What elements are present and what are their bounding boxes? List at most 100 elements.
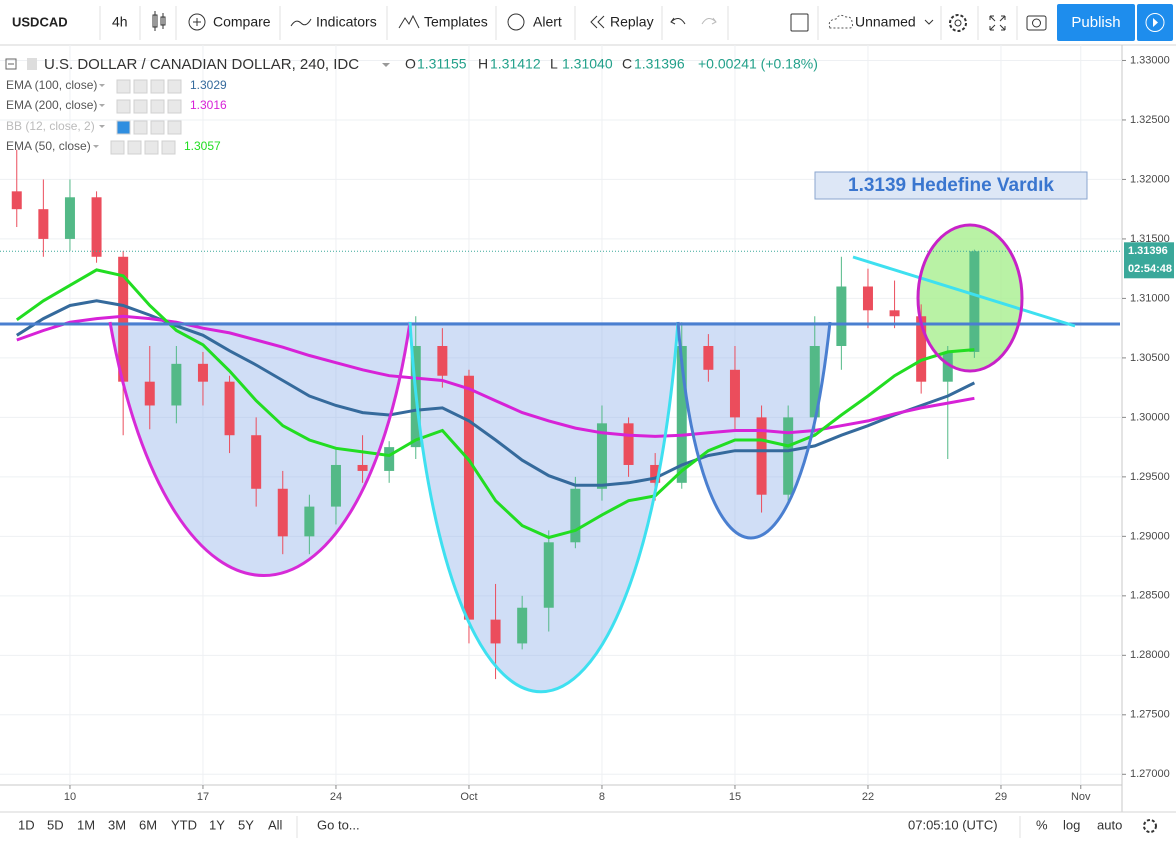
- range-button[interactable]: 3M: [108, 817, 126, 832]
- ohlc-value: 1.31040: [562, 56, 613, 72]
- compare-button[interactable]: Compare: [213, 14, 271, 30]
- collapse-box[interactable]: [5, 58, 17, 70]
- compare-icon[interactable]: [188, 13, 206, 31]
- indicator-control[interactable]: [116, 99, 131, 114]
- ohlc-value: 1.31155: [417, 56, 467, 72]
- last-price-badge: [1124, 242, 1174, 279]
- percent-toggle[interactable]: %: [1036, 817, 1048, 832]
- range-button[interactable]: YTD: [171, 817, 197, 832]
- candle-body: [862, 286, 873, 311]
- indicator-name: EMA (100, close): [6, 78, 97, 92]
- indicator-control[interactable]: [133, 120, 148, 135]
- axis-settings[interactable]: [1143, 819, 1157, 833]
- y-tick-label: 1.27500: [1130, 709, 1170, 721]
- y-tick-label: 1.30000: [1130, 411, 1170, 423]
- candle-body: [437, 345, 448, 376]
- alert-icon[interactable]: [507, 13, 525, 31]
- cloud-icon[interactable]: [828, 14, 854, 29]
- indicator-chevron[interactable]: [99, 84, 105, 87]
- snapshot-button[interactable]: [1032, 18, 1041, 28]
- settings-button[interactable]: [954, 19, 962, 27]
- candle-body: [277, 488, 288, 537]
- range-button[interactable]: 5Y: [238, 817, 254, 832]
- candle-body: [64, 197, 75, 239]
- panel-toggle-icon[interactable]: [1153, 18, 1158, 27]
- indicator-chevron[interactable]: [99, 104, 105, 107]
- indicator-control[interactable]: [167, 99, 182, 114]
- range-button[interactable]: 1M: [77, 817, 95, 832]
- candle-body: [703, 345, 714, 370]
- flag-icon: [27, 58, 37, 70]
- candle-body: [384, 447, 395, 471]
- panel-toggle-icon[interactable]: [1145, 13, 1165, 32]
- alert-button[interactable]: Alert: [533, 14, 562, 30]
- layout-name[interactable]: Unnamed: [855, 14, 916, 30]
- indicator-control[interactable]: [144, 140, 159, 155]
- indicator-control[interactable]: [150, 79, 165, 94]
- indicator-name: BB (12, close, 2): [6, 119, 95, 133]
- settings-button[interactable]: [949, 14, 967, 32]
- indicator-control[interactable]: [133, 79, 148, 94]
- fullscreen-button[interactable]: [989, 15, 1006, 31]
- replay-button[interactable]: Replay: [610, 14, 654, 30]
- range-button[interactable]: 1D: [18, 817, 35, 832]
- candle-body: [330, 464, 341, 507]
- annotation: 1.3139 Hedefine Vardık: [848, 175, 1054, 196]
- select-button[interactable]: [790, 13, 809, 32]
- indicator-chevron[interactable]: [99, 125, 105, 128]
- ohlc-key: H: [478, 56, 488, 72]
- indicator-control[interactable]: [133, 99, 148, 114]
- target-circle: [916, 223, 1024, 373]
- layout-chevron[interactable]: [924, 19, 934, 25]
- cup-curve: [108, 321, 412, 577]
- interval[interactable]: 4h: [112, 14, 128, 30]
- ema-line: [16, 314, 975, 438]
- indicator-control[interactable]: [167, 120, 182, 135]
- indicator-control[interactable]: [167, 79, 182, 94]
- publish-button[interactable]: [1057, 4, 1135, 41]
- range-button[interactable]: 5D: [47, 817, 64, 832]
- redo-button[interactable]: [701, 17, 717, 25]
- candle-body: [118, 256, 129, 382]
- range-button[interactable]: All: [268, 817, 283, 832]
- goto-button[interactable]: Go to...: [317, 817, 360, 832]
- range-button[interactable]: 6M: [139, 817, 157, 832]
- drawings: [0, 223, 1120, 693]
- indicator-control[interactable]: [161, 140, 176, 155]
- ohlc-key: L: [550, 56, 558, 72]
- indicator-control[interactable]: [110, 140, 125, 155]
- candle-body: [756, 417, 767, 495]
- y-tick-label: 1.29000: [1130, 530, 1170, 542]
- y-tick-label: 1.28500: [1130, 590, 1170, 602]
- indicator-control[interactable]: [150, 99, 165, 114]
- publish-label[interactable]: Publish: [1071, 14, 1120, 31]
- templates-button[interactable]: Templates: [424, 14, 488, 30]
- log-toggle[interactable]: log: [1063, 817, 1080, 832]
- snapshot-button[interactable]: [1026, 15, 1047, 31]
- y-tick-label: 1.31000: [1130, 292, 1170, 304]
- indicator-control[interactable]: [150, 120, 165, 135]
- x-tick-label: 22: [862, 791, 874, 803]
- plot: [0, 149, 1122, 680]
- candle-body: [490, 619, 501, 644]
- candle-body: [224, 381, 235, 436]
- indicator-control[interactable]: [116, 79, 131, 94]
- templates-icon[interactable]: [398, 14, 420, 29]
- chart-style-icon[interactable]: [152, 11, 166, 31]
- candle-body: [809, 345, 820, 418]
- indicator-chevron[interactable]: [93, 145, 99, 148]
- indicators-button[interactable]: Indicators: [316, 14, 377, 30]
- indicator-control[interactable]: [127, 140, 142, 155]
- candle-body: [969, 251, 980, 352]
- compare-icon[interactable]: [193, 18, 201, 26]
- legend-chevron[interactable]: [382, 63, 390, 67]
- indicators-icon[interactable]: [290, 18, 312, 27]
- range-button[interactable]: 1Y: [209, 817, 225, 832]
- auto-toggle[interactable]: auto: [1097, 817, 1122, 832]
- change: +0.00241 (+0.18%): [698, 56, 818, 72]
- indicator-value: 1.3029: [190, 78, 227, 92]
- symbol[interactable]: USDCAD: [12, 14, 68, 29]
- replay-icon[interactable]: [590, 15, 605, 29]
- indicator-control[interactable]: [116, 120, 131, 135]
- undo-button[interactable]: [670, 17, 686, 25]
